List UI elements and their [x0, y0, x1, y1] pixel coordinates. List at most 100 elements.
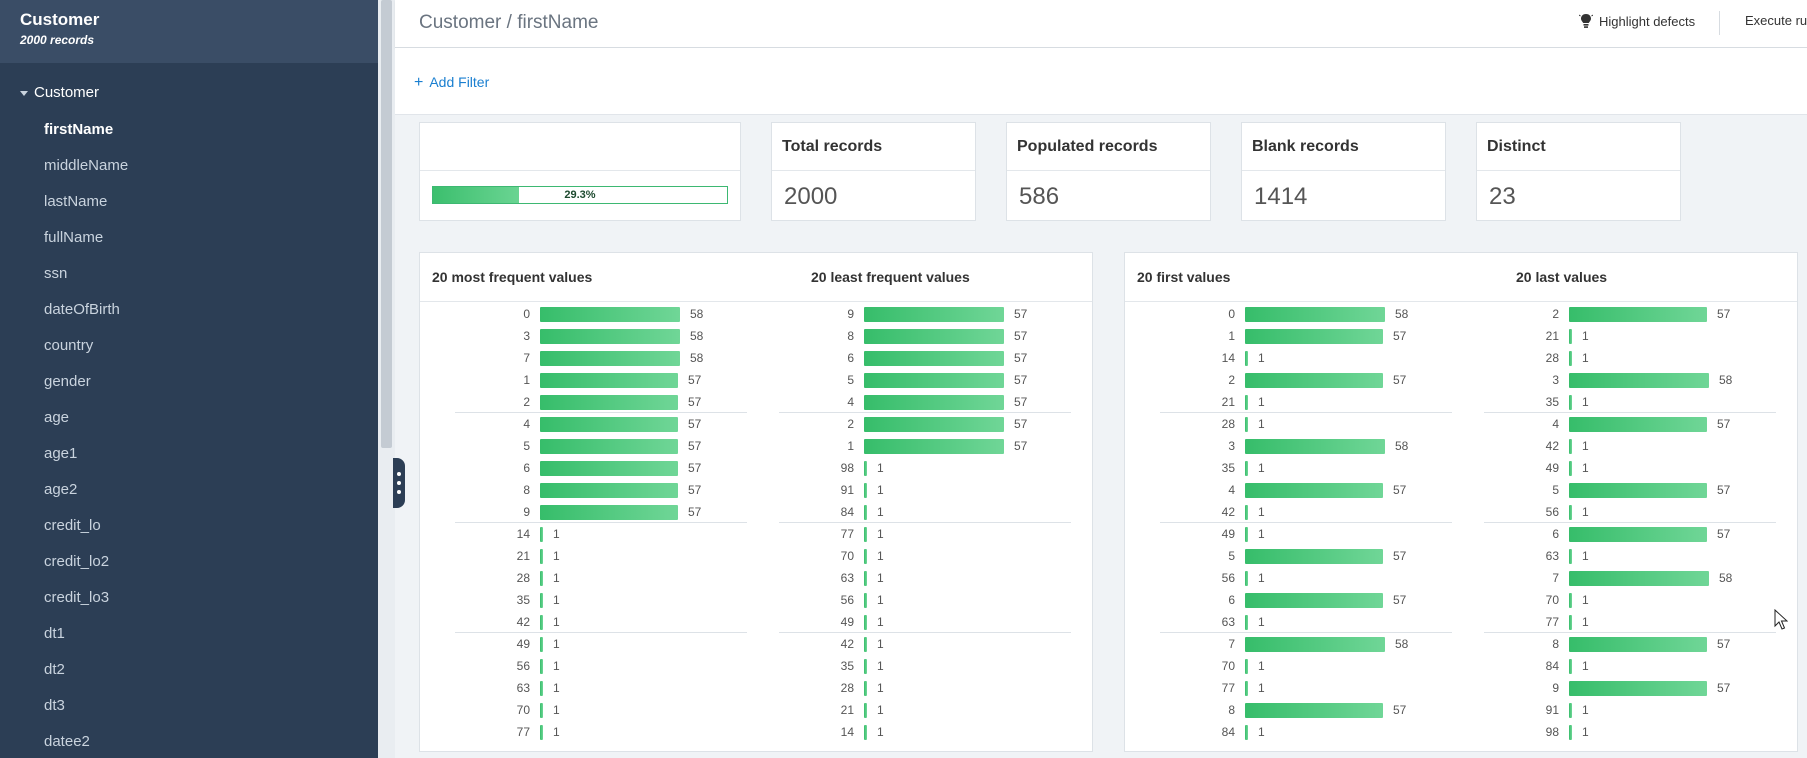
value-row[interactable]: 7 58 [1459, 567, 1769, 589]
tree-item-credit_lo3[interactable]: credit_lo3 [44, 589, 110, 606]
scrollbar-thumb[interactable] [381, 0, 392, 448]
value-row[interactable]: 77 1 [1459, 611, 1769, 633]
value-row[interactable]: 35 1 [1459, 391, 1769, 413]
value-row[interactable]: 77 1 [430, 721, 740, 743]
value-row[interactable]: 3 58 [1459, 369, 1769, 391]
value-row[interactable]: 2 57 [1459, 303, 1769, 325]
value-row[interactable]: 91 1 [754, 479, 1064, 501]
value-row[interactable]: 21 1 [754, 699, 1064, 721]
value-row[interactable]: 63 1 [1459, 545, 1769, 567]
value-row[interactable]: 4 57 [430, 413, 740, 435]
tree-item-age2[interactable]: age2 [44, 481, 78, 498]
tree-item-datee2[interactable]: datee2 [44, 733, 90, 750]
value-row[interactable]: 3 58 [1135, 435, 1445, 457]
tree-item-age1[interactable]: age1 [44, 445, 78, 462]
value-row[interactable]: 70 1 [430, 699, 740, 721]
value-row[interactable]: 84 1 [1459, 655, 1769, 677]
value-row[interactable]: 5 57 [430, 435, 740, 457]
value-row[interactable]: 2 57 [754, 413, 1064, 435]
value-row[interactable]: 35 1 [430, 589, 740, 611]
value-row[interactable]: 1 57 [1135, 325, 1445, 347]
value-row[interactable]: 3 58 [430, 325, 740, 347]
value-row[interactable]: 5 57 [754, 369, 1064, 391]
value-row[interactable]: 7 58 [1135, 633, 1445, 655]
value-row[interactable]: 7 58 [430, 347, 740, 369]
collapse-handle[interactable] [393, 458, 405, 508]
value-row[interactable]: 5 57 [1459, 479, 1769, 501]
value-row[interactable]: 42 1 [1135, 501, 1445, 523]
value-row[interactable]: 63 1 [754, 567, 1064, 589]
tree-item-middleName[interactable]: middleName [44, 157, 129, 174]
value-row[interactable]: 4 57 [754, 391, 1064, 413]
value-row[interactable]: 9 57 [430, 501, 740, 523]
value-row[interactable]: 28 1 [754, 677, 1064, 699]
value-row[interactable]: 4 57 [1135, 479, 1445, 501]
value-row[interactable]: 98 1 [754, 457, 1064, 479]
value-row[interactable]: 98 1 [1459, 721, 1769, 743]
value-row[interactable]: 8 57 [754, 325, 1064, 347]
value-row[interactable]: 70 1 [1459, 589, 1769, 611]
value-row[interactable]: 42 1 [1459, 435, 1769, 457]
value-row[interactable]: 14 1 [430, 523, 740, 545]
tree-item-age[interactable]: age [44, 409, 70, 426]
value-row[interactable]: 0 58 [1135, 303, 1445, 325]
value-row[interactable]: 49 1 [754, 611, 1064, 633]
value-row[interactable]: 8 57 [430, 479, 740, 501]
value-row[interactable]: 28 1 [1135, 413, 1445, 435]
value-row[interactable]: 77 1 [754, 523, 1064, 545]
value-row[interactable]: 1 57 [754, 435, 1064, 457]
value-row[interactable]: 70 1 [1135, 655, 1445, 677]
tree-item-gender[interactable]: gender [44, 373, 91, 390]
value-row[interactable]: 56 1 [1135, 567, 1445, 589]
value-row[interactable]: 42 1 [430, 611, 740, 633]
value-row[interactable]: 9 57 [1459, 677, 1769, 699]
value-row[interactable]: 4 57 [1459, 413, 1769, 435]
value-row[interactable]: 14 1 [1135, 347, 1445, 369]
value-row[interactable]: 35 1 [1135, 457, 1445, 479]
value-row[interactable]: 56 1 [754, 589, 1064, 611]
value-row[interactable]: 91 1 [1459, 699, 1769, 721]
add-filter-button[interactable]: + Add Filter [414, 74, 489, 92]
value-row[interactable]: 21 1 [430, 545, 740, 567]
value-row[interactable]: 35 1 [754, 655, 1064, 677]
value-row[interactable]: 49 1 [1459, 457, 1769, 479]
value-row[interactable]: 9 57 [754, 303, 1064, 325]
value-row[interactable]: 2 57 [1135, 369, 1445, 391]
value-row[interactable]: 21 1 [1459, 325, 1769, 347]
value-row[interactable]: 77 1 [1135, 677, 1445, 699]
value-row[interactable]: 42 1 [754, 633, 1064, 655]
value-row[interactable]: 21 1 [1135, 391, 1445, 413]
value-row[interactable]: 8 57 [1135, 699, 1445, 721]
value-row[interactable]: 6 57 [754, 347, 1064, 369]
tree-item-dt2[interactable]: dt2 [44, 661, 65, 678]
value-row[interactable]: 63 1 [1135, 611, 1445, 633]
value-row[interactable]: 56 1 [430, 655, 740, 677]
value-row[interactable]: 56 1 [1459, 501, 1769, 523]
value-row[interactable]: 0 58 [430, 303, 740, 325]
value-row[interactable]: 6 57 [1135, 589, 1445, 611]
tree-item-dt1[interactable]: dt1 [44, 625, 65, 642]
highlight-defects-button[interactable]: Highlight defects [1579, 13, 1695, 29]
value-row[interactable]: 6 57 [1459, 523, 1769, 545]
tree-item-credit_lo2[interactable]: credit_lo2 [44, 553, 110, 570]
value-row[interactable]: 28 1 [1459, 347, 1769, 369]
tree-item-credit_lo[interactable]: credit_lo [44, 517, 101, 534]
tree-item-ssn[interactable]: ssn [44, 265, 68, 282]
value-row[interactable]: 63 1 [430, 677, 740, 699]
value-row[interactable]: 1 57 [430, 369, 740, 391]
value-row[interactable]: 28 1 [430, 567, 740, 589]
tree-item-country[interactable]: country [44, 337, 94, 354]
value-row[interactable]: 6 57 [430, 457, 740, 479]
value-row[interactable]: 70 1 [754, 545, 1064, 567]
value-row[interactable]: 5 57 [1135, 545, 1445, 567]
value-row[interactable]: 49 1 [1135, 523, 1445, 545]
value-row[interactable]: 2 57 [430, 391, 740, 413]
value-row[interactable]: 14 1 [754, 721, 1064, 743]
value-row[interactable]: 8 57 [1459, 633, 1769, 655]
value-row[interactable]: 49 1 [430, 633, 740, 655]
caret-down-icon[interactable] [20, 90, 28, 96]
tree-item-fullName[interactable]: fullName [44, 229, 104, 246]
execute-rules-button[interactable]: Execute rul [1745, 13, 1807, 28]
tree-item-firstName[interactable]: firstName [44, 121, 114, 138]
value-row[interactable]: 84 1 [1135, 721, 1445, 743]
